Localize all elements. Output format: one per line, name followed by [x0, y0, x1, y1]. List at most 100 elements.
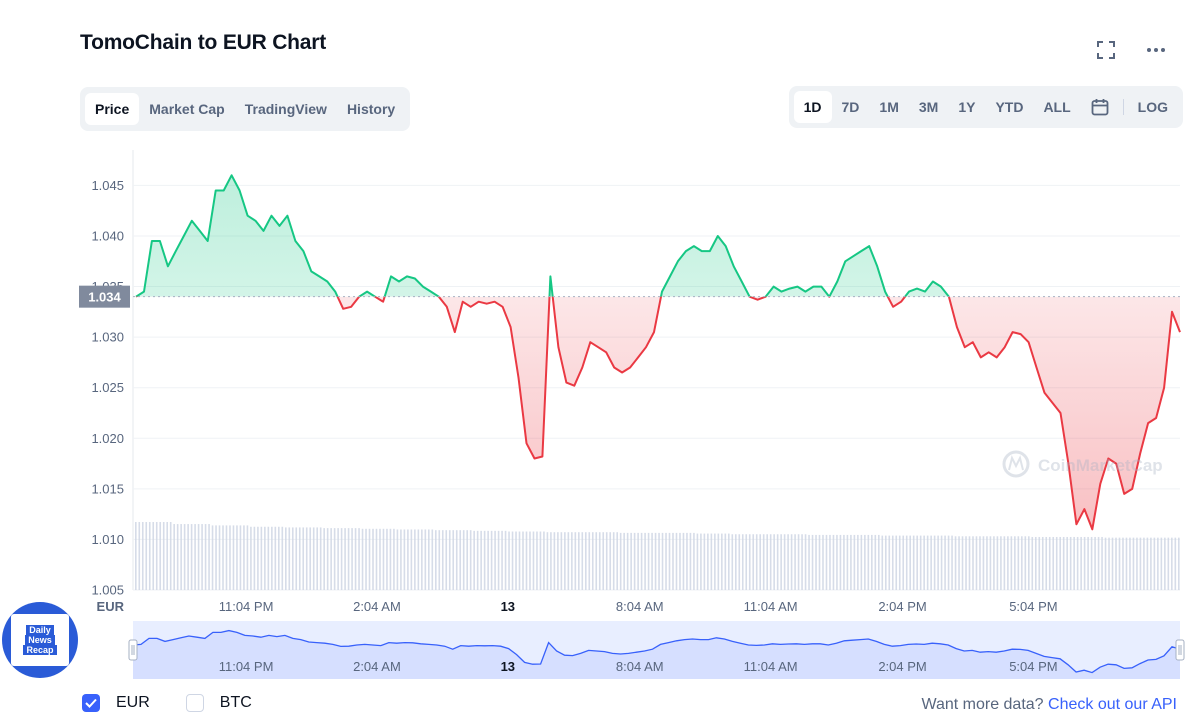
volume-bar: [243, 525, 245, 590]
volume-bar: [633, 532, 636, 590]
price-point: [501, 306, 503, 308]
volume-bar: [700, 533, 702, 590]
range-7d[interactable]: 7D: [841, 99, 860, 115]
price-point: [677, 260, 679, 262]
price-point: [892, 306, 894, 308]
volume-bar: [173, 524, 175, 590]
volume-bar: [180, 524, 182, 590]
price-point: [175, 250, 177, 252]
volume-bar: [731, 534, 734, 590]
volume-bar: [337, 528, 339, 590]
price-point: [804, 290, 806, 292]
volume-bar: [201, 524, 203, 590]
calendar-icon[interactable]: [1081, 91, 1119, 123]
price-point: [844, 260, 846, 262]
volume-bar: [951, 535, 953, 590]
volume-bar: [989, 536, 992, 590]
fullscreen-icon[interactable]: [1094, 38, 1118, 62]
volume-bar: [518, 531, 521, 590]
volume-bar: [707, 533, 709, 590]
price-point: [693, 245, 695, 247]
price-point: [294, 240, 296, 242]
price-point: [135, 295, 137, 297]
price-point: [740, 280, 742, 282]
more-dots-icon[interactable]: [1144, 38, 1168, 62]
volume-bar: [919, 535, 922, 590]
volume-bar: [497, 530, 500, 590]
more-data-footer: Want more data? Check out our API: [921, 696, 1177, 714]
volume-bar: [455, 530, 458, 590]
volume-bar: [832, 534, 835, 590]
volume-bar: [222, 525, 224, 590]
range-all[interactable]: ALL: [1043, 99, 1071, 115]
volume-bar: [843, 534, 845, 590]
volume-bar: [734, 534, 737, 590]
price-point: [900, 301, 902, 303]
volume-bar: [1069, 536, 1072, 590]
volume-bar: [867, 534, 870, 590]
tab-tradingview[interactable]: TradingView: [244, 101, 327, 117]
volume-bar: [1010, 536, 1013, 590]
price-point: [470, 306, 472, 308]
volume-bar: [152, 522, 155, 590]
volume-bar: [333, 528, 336, 590]
price-point: [581, 366, 583, 368]
range-3m[interactable]: 3M: [918, 99, 939, 115]
price-point: [390, 275, 392, 277]
volume-bar: [1076, 536, 1079, 590]
range-1y[interactable]: 1Y: [958, 99, 976, 115]
navigator-handle-right[interactable]: [1175, 639, 1185, 661]
navigator-tick-label: 2:04 PM: [878, 659, 926, 674]
volume-bar: [162, 522, 165, 590]
volume-bar: [996, 536, 999, 590]
price-point: [454, 331, 456, 333]
tab-market-cap[interactable]: Market Cap: [149, 101, 225, 117]
volume-bar: [543, 531, 545, 590]
daily-news-recap-badge[interactable]: Daily News Recap: [2, 602, 78, 678]
price-point: [414, 277, 416, 279]
price-point: [485, 303, 487, 305]
volume-bar: [965, 536, 967, 590]
volume-bar: [138, 522, 141, 590]
price-point: [462, 301, 464, 303]
log-scale-toggle[interactable]: LOG: [1137, 99, 1168, 115]
volume-bar: [909, 535, 912, 590]
price-point: [884, 290, 886, 292]
price-point: [1043, 392, 1045, 394]
api-link[interactable]: Check out our API: [1048, 696, 1177, 713]
tab-price[interactable]: Price: [85, 93, 140, 125]
navigator-handle-left[interactable]: [128, 639, 138, 661]
volume-bar: [382, 528, 385, 590]
range-1d[interactable]: 1D: [793, 91, 832, 123]
price-point: [406, 275, 408, 277]
volume-bar: [1034, 536, 1037, 590]
volume-bar: [400, 529, 402, 590]
currency-label: EUR: [97, 599, 125, 614]
volume-bar: [769, 534, 772, 590]
price-point: [916, 287, 918, 289]
volume-bar: [961, 536, 964, 590]
price-point: [278, 225, 280, 227]
volume-bar: [975, 536, 978, 590]
tab-history[interactable]: History: [346, 101, 396, 117]
btc-checkbox[interactable]: [185, 694, 204, 712]
price-point: [222, 189, 224, 191]
volume-bar: [197, 524, 200, 590]
eur-checkbox[interactable]: [82, 694, 100, 712]
volume-bar: [1052, 536, 1055, 590]
range-ytd[interactable]: YTD: [995, 99, 1024, 115]
area-fill-down: [136, 296, 1180, 530]
chart-toolbar-icons: [1094, 38, 1168, 62]
volume-bar: [1031, 536, 1034, 590]
price-point: [199, 230, 201, 232]
volume-bar: [755, 534, 758, 590]
range-1m[interactable]: 1M: [879, 99, 899, 115]
price-point: [549, 275, 551, 277]
volume-bar: [215, 525, 217, 590]
chart-title: TomoChain to EUR Chart: [80, 31, 327, 54]
volume-bar: [871, 534, 873, 590]
volume-bar: [155, 522, 158, 590]
volume-bar: [431, 529, 434, 590]
volume-bar: [1083, 536, 1086, 590]
